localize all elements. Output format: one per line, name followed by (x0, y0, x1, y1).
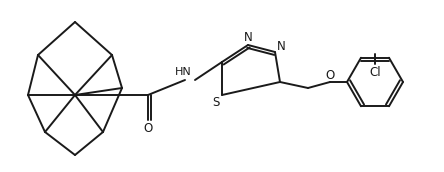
Text: Cl: Cl (369, 66, 381, 78)
Text: HN: HN (174, 67, 191, 77)
Text: O: O (143, 121, 153, 135)
Text: N: N (277, 40, 285, 52)
Text: N: N (244, 30, 252, 44)
Text: O: O (325, 68, 335, 82)
Text: S: S (212, 95, 220, 109)
